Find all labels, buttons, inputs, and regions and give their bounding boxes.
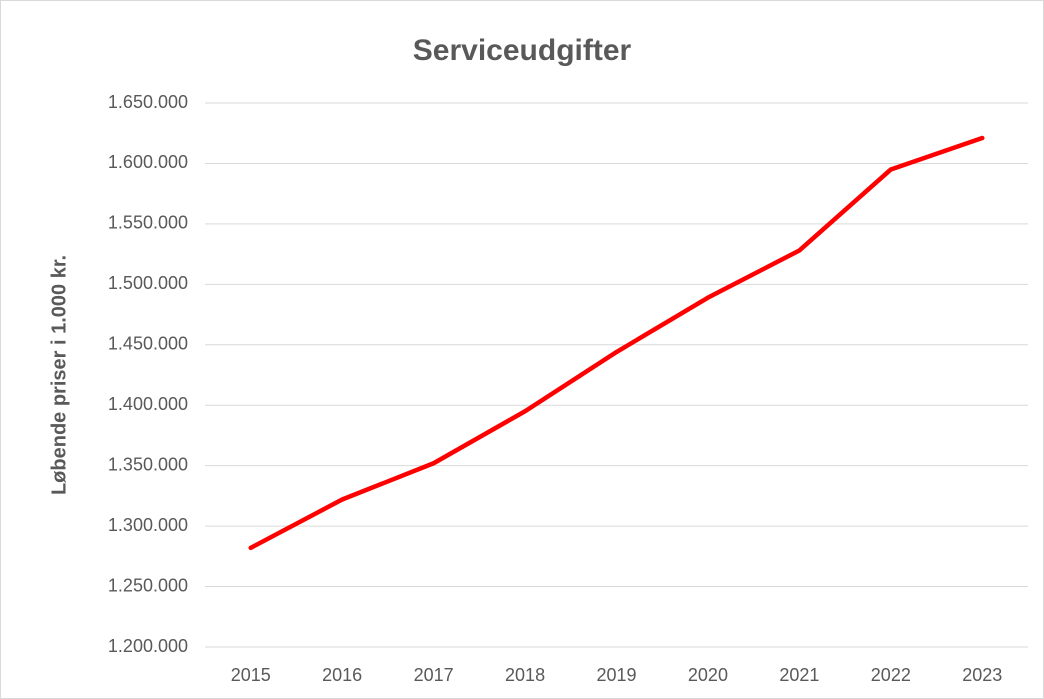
x-tick-label: 2020 [688,665,728,685]
y-tick-label: 1.550.000 [108,213,188,233]
line-series [248,135,985,551]
y-tick-label: 1.500.000 [108,273,188,293]
y-tick-label: 1.200.000 [108,636,188,656]
y-tick-label: 1.350.000 [108,454,188,474]
x-tick-label: 2016 [322,665,362,685]
y-tick-label: 1.250.000 [108,575,188,595]
x-tick-label: 2019 [596,665,636,685]
x-tick-label: 2017 [414,665,454,685]
y-tick-label: 1.650.000 [108,92,188,112]
y-tick-label: 1.600.000 [108,152,188,172]
y-axis-label: Løbende priser i 1.000 kr. [48,255,70,495]
x-tick-label: 2023 [962,665,1002,685]
x-tick-label: 2015 [231,665,271,685]
y-tick-label: 1.400.000 [108,394,188,414]
x-tick-label: 2021 [779,665,819,685]
y-tick-label: 1.450.000 [108,334,188,354]
y-tick-label: 1.300.000 [108,515,188,535]
x-tick-label: 2018 [505,665,545,685]
x-tick-label: 2022 [871,665,911,685]
chart-title: Serviceudgifter [413,34,632,67]
